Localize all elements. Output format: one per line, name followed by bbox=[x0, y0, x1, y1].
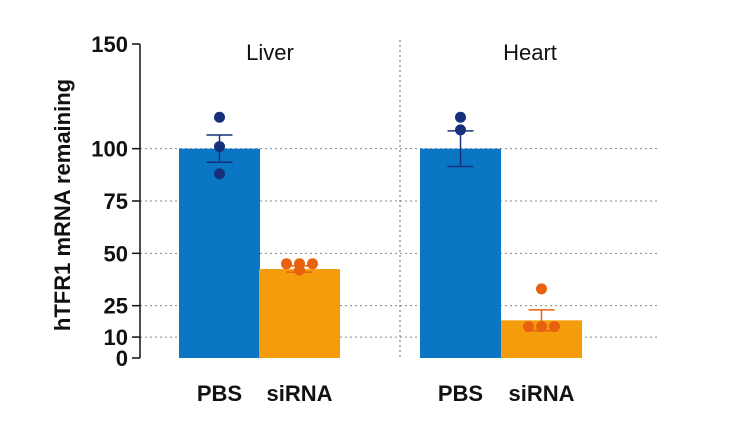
data-points bbox=[214, 111, 560, 333]
data-point-heart-sirna-4 bbox=[549, 321, 560, 333]
x-label-heart-sirna: siRNA bbox=[508, 381, 574, 406]
panel-titles: Liver Heart bbox=[246, 40, 557, 65]
y-tick-label-0: 0 bbox=[116, 346, 128, 371]
data-point-liver-pbs-3 bbox=[214, 168, 225, 180]
data-point-heart-sirna-3 bbox=[536, 321, 547, 333]
y-tick-label-25: 25 bbox=[104, 294, 128, 319]
data-point-liver-sirna-4 bbox=[294, 264, 305, 276]
y-tick-label-75: 75 bbox=[104, 189, 128, 214]
data-point-liver-sirna-1 bbox=[281, 258, 292, 270]
x-label-heart-pbs: PBS bbox=[438, 381, 483, 406]
data-point-heart-pbs-1 bbox=[455, 111, 466, 123]
data-point-heart-sirna-2 bbox=[523, 321, 534, 333]
y-ticks: 010 25 50 75 100 150 bbox=[91, 32, 140, 371]
x-label-liver-sirna: siRNA bbox=[266, 381, 332, 406]
data-point-heart-sirna-1 bbox=[536, 283, 547, 295]
data-point-liver-pbs-1 bbox=[214, 111, 225, 123]
x-tick-labels: PBS siRNA PBS siRNA bbox=[197, 381, 575, 406]
bar-liver-pbs bbox=[179, 148, 260, 358]
data-point-heart-pbs-2 bbox=[455, 124, 466, 136]
panel-title-heart: Heart bbox=[503, 40, 557, 65]
y-axis-label: hTFR1 mRNA remaining bbox=[50, 79, 75, 331]
bar-liver-sirna bbox=[259, 269, 340, 358]
bar-heart-pbs bbox=[420, 148, 501, 358]
y-tick-label-10: 10 bbox=[104, 325, 128, 350]
data-point-liver-pbs-2 bbox=[214, 141, 225, 153]
x-label-liver-pbs: PBS bbox=[197, 381, 242, 406]
y-tick-label-50: 50 bbox=[104, 241, 128, 266]
y-tick-label-150: 150 bbox=[91, 32, 128, 57]
y-tick-label-100: 100 bbox=[91, 137, 128, 162]
data-point-liver-sirna-3 bbox=[307, 258, 318, 270]
panel-title-liver: Liver bbox=[246, 40, 294, 65]
